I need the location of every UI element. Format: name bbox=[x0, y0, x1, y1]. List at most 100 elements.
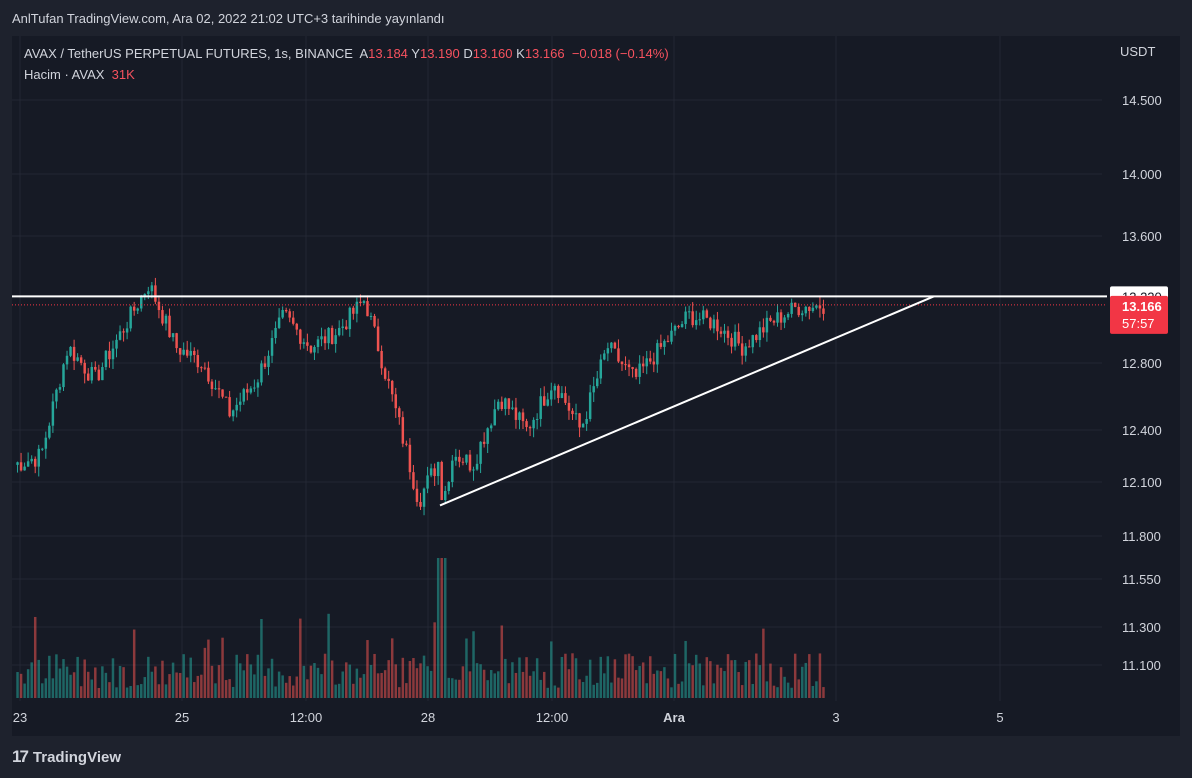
symbol-name: AVAX / TetherUS PERPETUAL FUTURES, 1s, B… bbox=[24, 46, 353, 61]
candle-body bbox=[500, 401, 504, 410]
candle-body bbox=[436, 461, 440, 477]
candle-body bbox=[804, 306, 808, 314]
volume-bar bbox=[461, 666, 465, 698]
volume-bar bbox=[762, 628, 765, 698]
candle-body bbox=[818, 305, 822, 309]
candle-body bbox=[465, 454, 468, 463]
candle-body bbox=[737, 331, 740, 344]
candle-body bbox=[193, 350, 196, 356]
volume-label: Hacim · AVAX bbox=[24, 67, 105, 82]
volume-bar bbox=[263, 675, 267, 698]
volume-bar bbox=[684, 640, 687, 698]
price-chart[interactable]: 14.500 14.000 13.600 12.800 12.400 12.100 11.8… bbox=[12, 36, 1180, 736]
volume-bar bbox=[709, 661, 712, 698]
candle-body bbox=[44, 437, 48, 449]
candle-body bbox=[196, 355, 200, 368]
candle-body bbox=[620, 361, 624, 365]
candle-body bbox=[511, 407, 514, 409]
candle-body bbox=[369, 315, 373, 317]
candle-body bbox=[277, 317, 281, 328]
volume-bar bbox=[822, 687, 825, 698]
volume-bar bbox=[72, 672, 76, 698]
candle-body bbox=[345, 326, 348, 330]
brand-name: TradingView bbox=[32, 748, 122, 766]
candle-body bbox=[292, 317, 295, 324]
candle-body bbox=[341, 326, 344, 328]
volume-bar bbox=[560, 656, 564, 698]
low-value: 13.160 bbox=[472, 46, 513, 61]
chart-area[interactable]: 14.500 14.000 13.600 12.800 12.400 12.100 11.8… bbox=[12, 36, 1180, 736]
volume-bar bbox=[652, 673, 656, 698]
volume-bar bbox=[514, 672, 518, 698]
candle-body bbox=[772, 320, 776, 323]
candle-body bbox=[698, 319, 701, 321]
candle-body bbox=[673, 325, 677, 331]
volume-bar bbox=[468, 671, 472, 698]
symbol-legend: AVAX / TetherUS PERPETUAL FUTURES, 1s, B… bbox=[24, 46, 669, 61]
candle-body bbox=[147, 291, 150, 295]
candle-body bbox=[705, 310, 709, 318]
candle-body bbox=[521, 412, 525, 422]
volume-bar bbox=[786, 682, 790, 698]
candle-body bbox=[599, 359, 603, 379]
candle-body bbox=[48, 425, 51, 438]
candle-body bbox=[359, 301, 362, 303]
candle-body bbox=[507, 398, 511, 409]
tradingview-brand[interactable]: 17 TradingView bbox=[12, 747, 121, 767]
volume-bar bbox=[567, 669, 571, 698]
volume-bar bbox=[454, 679, 458, 698]
candle-body bbox=[730, 337, 733, 347]
candle-body bbox=[118, 331, 122, 340]
volume-bar bbox=[677, 683, 680, 698]
candle-body bbox=[429, 468, 433, 476]
candle-body bbox=[504, 398, 507, 410]
candle-body bbox=[256, 382, 260, 388]
candle-body bbox=[475, 463, 479, 470]
volume-bar bbox=[83, 659, 86, 698]
candle-body bbox=[528, 427, 532, 429]
candle-body bbox=[553, 385, 557, 391]
candle-body bbox=[680, 324, 684, 328]
candle-body bbox=[677, 325, 680, 328]
price-tick-label: 14.000 bbox=[1122, 167, 1162, 182]
volume-bar bbox=[585, 675, 588, 698]
candle-body bbox=[69, 346, 72, 356]
volume-bar bbox=[712, 683, 716, 698]
volume-bar bbox=[592, 684, 595, 698]
time-axis: 23 25 12:00 28 12:00 Ara 3 5 bbox=[13, 710, 1004, 725]
volume-bar bbox=[316, 667, 320, 698]
candle-body bbox=[175, 333, 178, 349]
volume-bar bbox=[599, 656, 603, 698]
volume-bar bbox=[334, 684, 337, 698]
volume-bar bbox=[645, 683, 648, 698]
price-tick-label: 11.550 bbox=[1122, 572, 1161, 587]
volume-bar bbox=[801, 666, 804, 698]
price-tick-label: 13.600 bbox=[1122, 229, 1162, 244]
candle-body bbox=[769, 317, 772, 321]
volume-bar bbox=[281, 675, 284, 698]
volume-bar bbox=[663, 667, 666, 698]
candle-body bbox=[115, 339, 118, 349]
volume-bar bbox=[698, 663, 701, 698]
candle-body bbox=[486, 428, 489, 444]
volume-bar bbox=[129, 686, 132, 698]
volume-bar bbox=[422, 655, 426, 698]
volume-bar bbox=[525, 657, 528, 698]
volume-bar bbox=[772, 685, 776, 698]
candle-body bbox=[472, 469, 475, 471]
volume-bar bbox=[23, 683, 26, 698]
volume-bar bbox=[634, 670, 638, 698]
candle-body bbox=[603, 353, 606, 360]
candle-body bbox=[779, 312, 783, 323]
volume-bar bbox=[196, 675, 200, 698]
volume-bar bbox=[620, 678, 624, 698]
candle-body bbox=[663, 340, 666, 347]
volume-bar bbox=[33, 616, 37, 698]
volume-bars bbox=[16, 558, 825, 698]
volume-bar bbox=[398, 687, 401, 698]
volume-bar bbox=[733, 660, 737, 698]
volume-bar bbox=[284, 682, 288, 698]
change-value: −0.018 (−0.14%) bbox=[571, 46, 669, 61]
volume-bar bbox=[164, 684, 168, 698]
volume-bar bbox=[210, 665, 214, 698]
